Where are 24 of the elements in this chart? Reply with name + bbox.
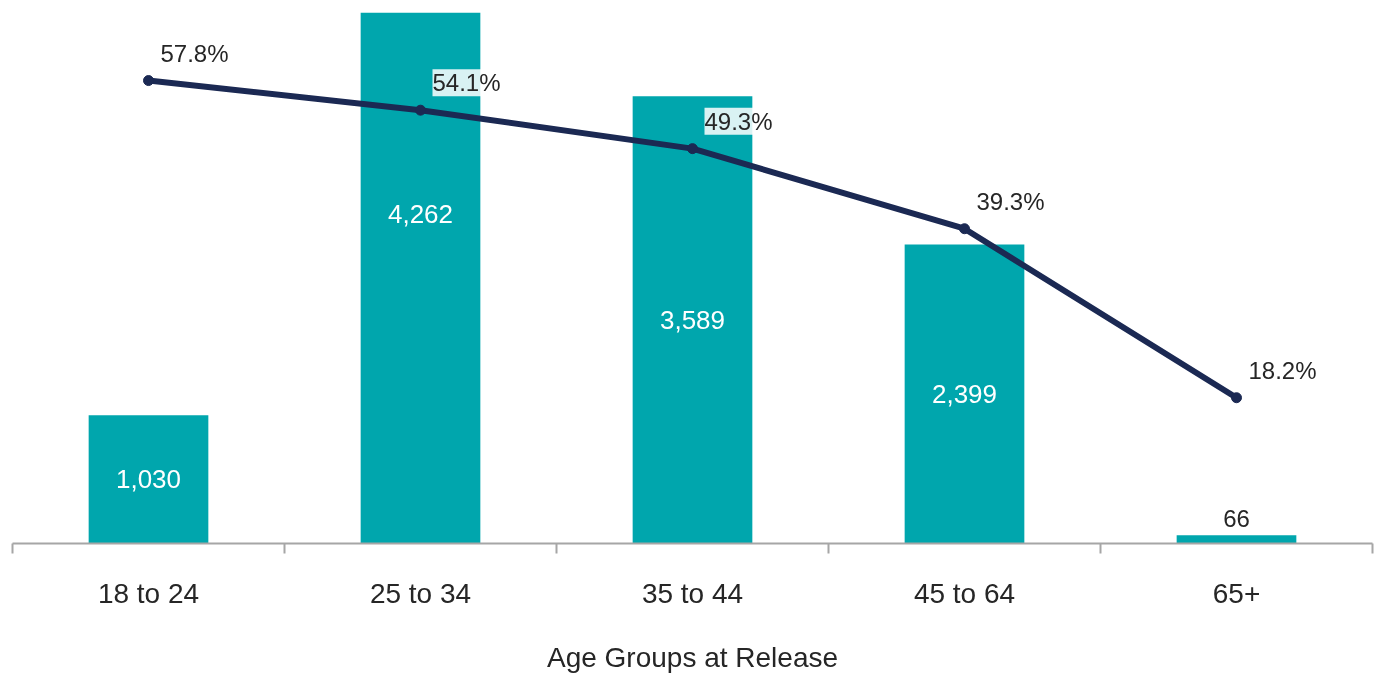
point bbox=[415, 104, 426, 116]
data-label: 39.3% bbox=[976, 187, 1045, 215]
point bbox=[143, 75, 154, 87]
data-label: 2,399 bbox=[931, 379, 998, 410]
x-tick-label: 25 to 34 bbox=[369, 577, 472, 609]
data-label: 54.1% bbox=[432, 69, 501, 97]
data-label: 49.3% bbox=[704, 107, 773, 135]
point bbox=[687, 143, 698, 155]
data-label: 57.8% bbox=[160, 39, 229, 67]
x-axis-title: Age Groups at Release bbox=[546, 641, 839, 673]
point bbox=[959, 223, 970, 235]
bar bbox=[1176, 535, 1297, 544]
x-tick-label: 65+ bbox=[1212, 577, 1261, 609]
x-tick-label: 18 to 24 bbox=[97, 577, 200, 609]
data-label: 18.2% bbox=[1248, 356, 1317, 384]
data-label: 66 bbox=[1223, 505, 1250, 533]
bar bbox=[904, 244, 1025, 544]
x-tick-label: 45 to 64 bbox=[913, 577, 1016, 609]
data-label: 3,589 bbox=[659, 304, 726, 335]
data-label: 4,262 bbox=[387, 199, 454, 230]
point bbox=[1231, 392, 1242, 404]
data-label: 1,030 bbox=[115, 464, 182, 495]
x-tick-label: 35 to 44 bbox=[641, 577, 744, 609]
bar bbox=[88, 415, 209, 544]
